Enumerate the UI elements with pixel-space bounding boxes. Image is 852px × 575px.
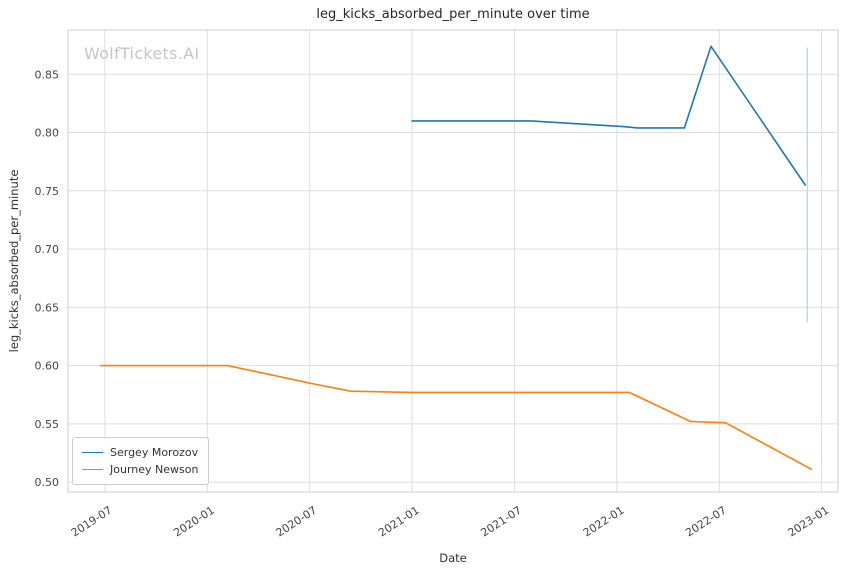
legend-item-sergey-morozov: Sergey Morozov xyxy=(82,444,198,461)
plot-border xyxy=(67,29,839,493)
x-tick-label-2023-01: 2023-01 xyxy=(786,504,832,540)
chart-title: leg_kicks_absorbed_per_minute over time xyxy=(316,7,590,22)
watermark: WolfTickets.AI xyxy=(84,44,200,63)
x-tick-label-2019-07: 2019-07 xyxy=(69,504,115,540)
series-line-sergey-morozov xyxy=(411,45,807,186)
legend-line-swatch xyxy=(82,452,103,453)
y-tick-label-0-75: 0.75 xyxy=(35,185,60,198)
legend-label: Sergey Morozov xyxy=(110,446,199,459)
x-tick-label-2022-01: 2022-01 xyxy=(581,504,627,540)
legend-label: Journey Newson xyxy=(110,463,199,476)
x-tick-label-2021-07: 2021-07 xyxy=(478,504,524,540)
y-tick-label-0-60: 0.60 xyxy=(35,360,60,373)
y-tick-label-0-80: 0.80 xyxy=(35,127,60,140)
x-tick-label-2020-07: 2020-07 xyxy=(274,504,320,540)
x-tick-label-2022-07: 2022-07 xyxy=(683,504,729,540)
legend-item-journey-newson: Journey Newson xyxy=(82,461,198,478)
y-tick-label-0-50: 0.50 xyxy=(35,476,60,489)
x-tick-label-2021-01: 2021-01 xyxy=(376,504,422,540)
y-axis-label: leg_kicks_absorbed_per_minute xyxy=(7,169,21,353)
series-line-journey-newson xyxy=(100,364,813,471)
y-tick-label-0-65: 0.65 xyxy=(35,301,60,314)
x-axis-label: Date xyxy=(439,551,467,565)
y-tick-label-0-85: 0.85 xyxy=(35,68,60,81)
legend-line-swatch xyxy=(82,469,103,470)
legend: Sergey Morozov Journey Newson xyxy=(72,437,210,485)
y-tick-label-0-55: 0.55 xyxy=(35,418,60,431)
y-tick-label-0-70: 0.70 xyxy=(35,243,60,256)
x-tick-label-2020-01: 2020-01 xyxy=(171,504,217,540)
